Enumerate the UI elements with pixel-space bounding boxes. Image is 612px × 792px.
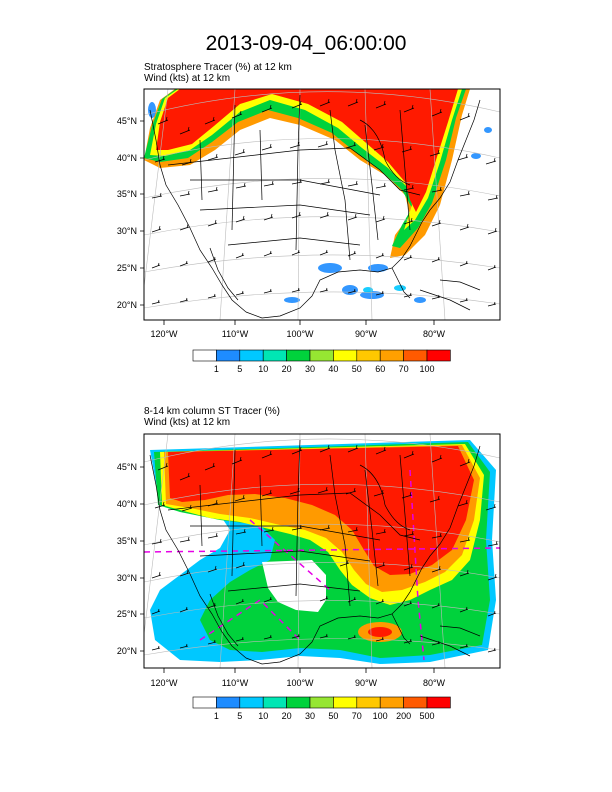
panel2-lon-tick: 100°W — [286, 678, 314, 688]
panel1-title-line2: Wind (kts) at 12 km — [144, 73, 231, 84]
panel1-colorbar: 1 5 10 20 30 40 50 60 70 100 — [192, 349, 451, 374]
panel1-lon-tick: 90°W — [355, 329, 378, 339]
panel1-colorbar-swatch — [239, 349, 264, 362]
panel1-colorbar-label: 70 — [399, 364, 409, 374]
panel2-lon-tick: 80°W — [423, 678, 446, 688]
panel2-lon-ticks: 120°W 110°W 100°W 90°W 80°W — [150, 678, 445, 688]
panel2-lat-tick: 20°N — [117, 646, 137, 656]
panel1-lat-ticks: 45°N 40°N 35°N 30°N 25°N 20°N — [117, 116, 137, 310]
panel2-lat-tick: 35°N — [117, 536, 137, 546]
panel1-colorbar-swatch — [286, 349, 311, 362]
panel2-lon-tick: 90°W — [355, 678, 378, 688]
panel2-colorbar-swatch — [333, 696, 358, 709]
panel1-lat-tick: 20°N — [117, 300, 137, 310]
panel2-lat-tick: 30°N — [117, 573, 137, 583]
panel1-tracer-core — [156, 89, 458, 212]
panel2-colorbar-label: 50 — [328, 711, 338, 721]
panel2-title-line2: Wind (kts) at 12 km — [144, 417, 231, 428]
panel1-colorbar-label: 40 — [328, 364, 338, 374]
panel2-colorbar-label: 1 — [214, 711, 219, 721]
plot-title: 2013-09-04_06:00:00 — [205, 32, 407, 55]
panel2-lon-tick: 110°W — [222, 678, 249, 688]
panel1-colorbar-label: 100 — [419, 364, 434, 374]
panel1-colorbar-swatch — [333, 349, 358, 362]
panel2-lon-tick: 120°W — [150, 678, 178, 688]
panel2-lat-ticks: 45°N 40°N 35°N 30°N 25°N 20°N — [117, 462, 137, 656]
panel2-colorbar-swatch — [356, 696, 381, 709]
panel1-lat-tick: 30°N — [117, 226, 137, 236]
panel2-lat-tick: 45°N — [117, 462, 137, 472]
panel2-colorbar-label: 5 — [237, 711, 242, 721]
panel1-lat-tick: 45°N — [117, 116, 137, 126]
panel1-colorbar-label: 20 — [282, 364, 292, 374]
panel2-colorbar-swatch — [309, 696, 334, 709]
panel1-colorbar-label: 50 — [352, 364, 362, 374]
panel1-lon-tick: 80°W — [423, 329, 446, 339]
panel1-lat-tick: 25°N — [117, 263, 137, 273]
panel2-colorbar-label: 70 — [352, 711, 362, 721]
panel2-colorbar-label: 20 — [282, 711, 292, 721]
panel2-lat-tick: 25°N — [117, 609, 137, 619]
panel1-colorbar-swatch — [216, 349, 241, 362]
panel1-colorbar-label: 30 — [305, 364, 315, 374]
panel1-colorbar-swatch — [426, 349, 451, 362]
panel1-colorbar-label: 10 — [258, 364, 268, 374]
panel1-colorbar-label: 60 — [375, 364, 385, 374]
panel1-colorbar-swatch — [356, 349, 381, 362]
panel1-frame — [143, 88, 501, 321]
panel1-lon-ticks: 120°W 110°W 100°W 90°W 80°W — [150, 329, 445, 339]
panel1-colorbar-swatch — [262, 349, 287, 362]
panel2-colorbar-swatch — [286, 696, 311, 709]
panel1-colorbar-label: 1 — [214, 364, 219, 374]
panel1-colorbar-swatch — [309, 349, 334, 362]
panel1-lon-tick: 100°W — [286, 329, 314, 339]
panel1-map — [144, 89, 500, 320]
panel2-colorbar-label: 100 — [373, 711, 388, 721]
panel1-colorbar-swatch — [379, 349, 404, 362]
panel2-lat-tick: 40°N — [117, 499, 137, 509]
panel2-colorbar-swatch — [192, 696, 217, 709]
panel2-frame — [143, 433, 501, 669]
panel1-lat-tick: 35°N — [117, 189, 137, 199]
panel2-colorbar-swatch — [379, 696, 404, 709]
panel1-title-line1: Stratosphere Tracer (%) at 12 km — [144, 62, 292, 73]
panel2-colorbar: 1 5 10 20 30 50 70 100 200 500 — [192, 696, 451, 721]
panel2-colorbar-swatch — [239, 696, 264, 709]
panel2-colorbar-swatch — [262, 696, 287, 709]
panel2-colorbar-label: 30 — [305, 711, 315, 721]
panel1-colorbar-swatch — [403, 349, 428, 362]
panel1-lon-tick: 120°W — [150, 329, 178, 339]
panel2-colorbar-label: 500 — [419, 711, 434, 721]
panel1-colorbar-label: 5 — [237, 364, 242, 374]
panel2-colorbar-label: 10 — [258, 711, 268, 721]
panel1-lon-tick: 110°W — [222, 329, 249, 339]
panel2-map — [144, 434, 500, 668]
panel2-tracer-core — [168, 446, 474, 575]
panel2-colorbar-label: 200 — [396, 711, 411, 721]
panel2-title-line1: 8-14 km column ST Tracer (%) — [144, 406, 280, 417]
panel2-colorbar-swatch — [403, 696, 428, 709]
panel1-colorbar-swatch — [192, 349, 217, 362]
panel1-lat-tick: 40°N — [117, 153, 137, 163]
panel2-colorbar-swatch — [426, 696, 451, 709]
panel2-colorbar-swatch — [216, 696, 241, 709]
